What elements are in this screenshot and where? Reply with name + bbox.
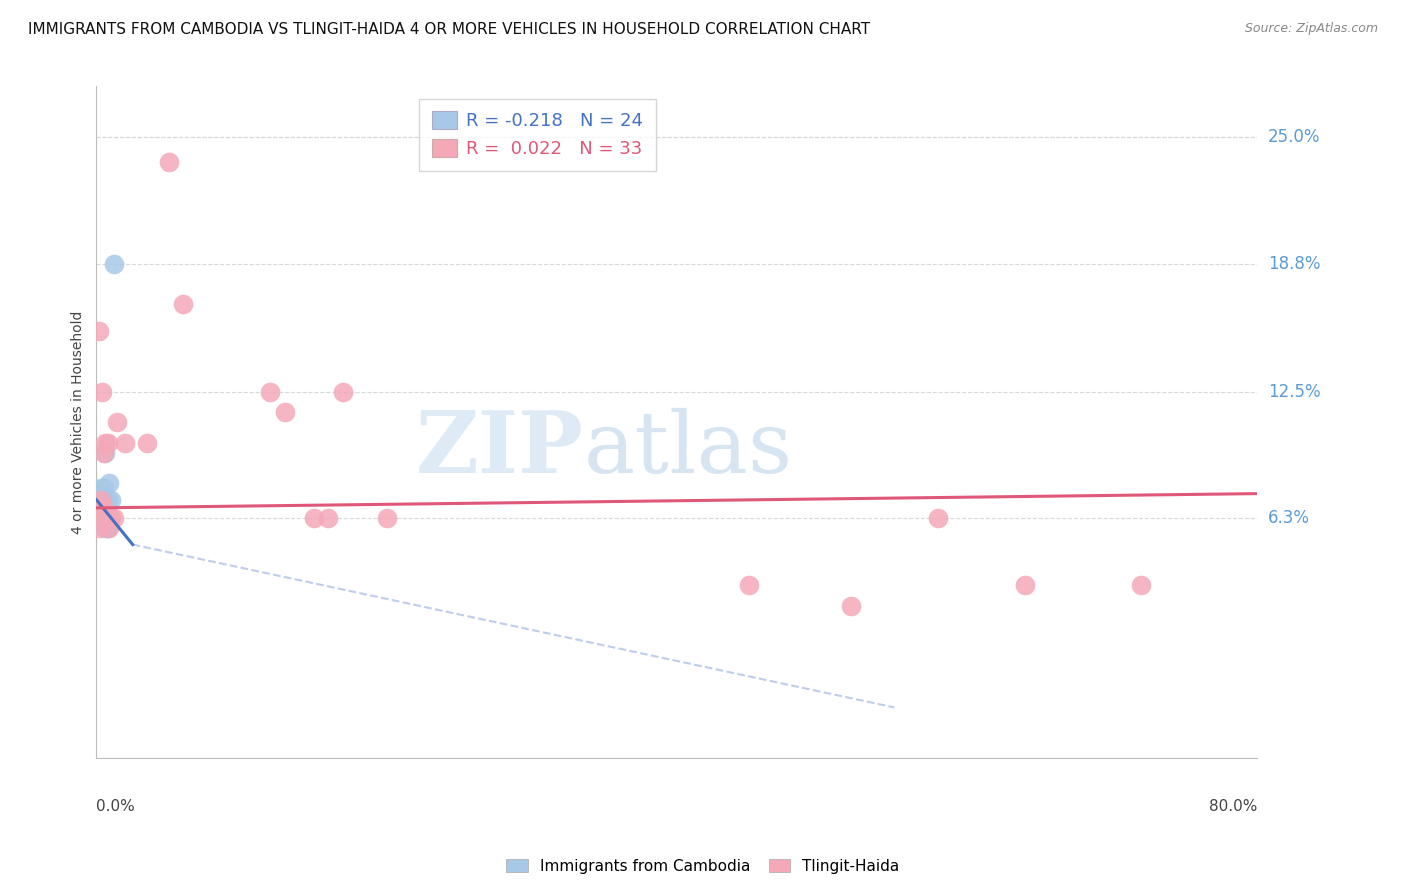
Point	[93, 492, 115, 507]
Text: 80.0%: 80.0%	[1209, 798, 1257, 814]
Point	[259, 384, 281, 399]
Point	[89, 324, 111, 338]
Text: 6.3%: 6.3%	[1268, 509, 1310, 527]
Point	[96, 500, 118, 515]
Point	[89, 511, 111, 525]
Point	[96, 511, 118, 525]
Point	[93, 511, 115, 525]
Point	[100, 492, 122, 507]
Legend: R = -0.218   N = 24, R =  0.022   N = 33: R = -0.218 N = 24, R = 0.022 N = 33	[419, 99, 655, 170]
Point	[90, 511, 112, 525]
Point	[93, 500, 115, 515]
Text: ZIP: ZIP	[416, 408, 583, 491]
Point	[274, 405, 297, 419]
Point	[96, 511, 118, 525]
Point	[1129, 578, 1152, 592]
Point	[332, 384, 354, 399]
Point	[98, 521, 121, 535]
Point	[89, 500, 111, 515]
Point	[94, 521, 117, 535]
Point	[90, 492, 112, 507]
Point	[90, 492, 112, 507]
Point	[90, 481, 112, 495]
Point	[103, 256, 125, 270]
Point	[91, 500, 114, 515]
Point	[839, 599, 862, 613]
Point	[89, 521, 111, 535]
Point	[90, 511, 112, 525]
Point	[136, 435, 159, 450]
Point	[97, 492, 120, 507]
Y-axis label: 4 or more Vehicles in Household: 4 or more Vehicles in Household	[72, 310, 86, 534]
Text: atlas: atlas	[583, 408, 793, 491]
Point	[103, 511, 125, 525]
Text: 12.5%: 12.5%	[1268, 383, 1320, 401]
Point	[93, 500, 115, 515]
Point	[105, 415, 128, 429]
Legend: Immigrants from Cambodia, Tlingit-Haida: Immigrants from Cambodia, Tlingit-Haida	[501, 853, 905, 880]
Point	[1014, 578, 1036, 592]
Point	[89, 486, 111, 500]
Point	[157, 154, 180, 169]
Text: 25.0%: 25.0%	[1268, 128, 1320, 146]
Point	[927, 511, 949, 525]
Text: Source: ZipAtlas.com: Source: ZipAtlas.com	[1244, 22, 1378, 36]
Point	[98, 476, 121, 491]
Point	[91, 384, 114, 399]
Point	[87, 500, 110, 515]
Point	[93, 446, 115, 460]
Point	[96, 521, 118, 535]
Text: 18.8%: 18.8%	[1268, 254, 1320, 273]
Point	[97, 435, 120, 450]
Point	[302, 511, 325, 525]
Point	[94, 446, 117, 460]
Point	[93, 481, 115, 495]
Point	[97, 521, 120, 535]
Point	[114, 435, 136, 450]
Point	[375, 511, 398, 525]
Point	[100, 511, 122, 525]
Point	[94, 500, 117, 515]
Point	[94, 511, 117, 525]
Point	[172, 297, 194, 311]
Point	[94, 435, 117, 450]
Point	[318, 511, 340, 525]
Point	[87, 497, 110, 511]
Point	[91, 511, 114, 525]
Point	[87, 511, 110, 525]
Point	[94, 511, 117, 525]
Text: 0.0%: 0.0%	[97, 798, 135, 814]
Point	[738, 578, 761, 592]
Text: IMMIGRANTS FROM CAMBODIA VS TLINGIT-HAIDA 4 OR MORE VEHICLES IN HOUSEHOLD CORREL: IMMIGRANTS FROM CAMBODIA VS TLINGIT-HAID…	[28, 22, 870, 37]
